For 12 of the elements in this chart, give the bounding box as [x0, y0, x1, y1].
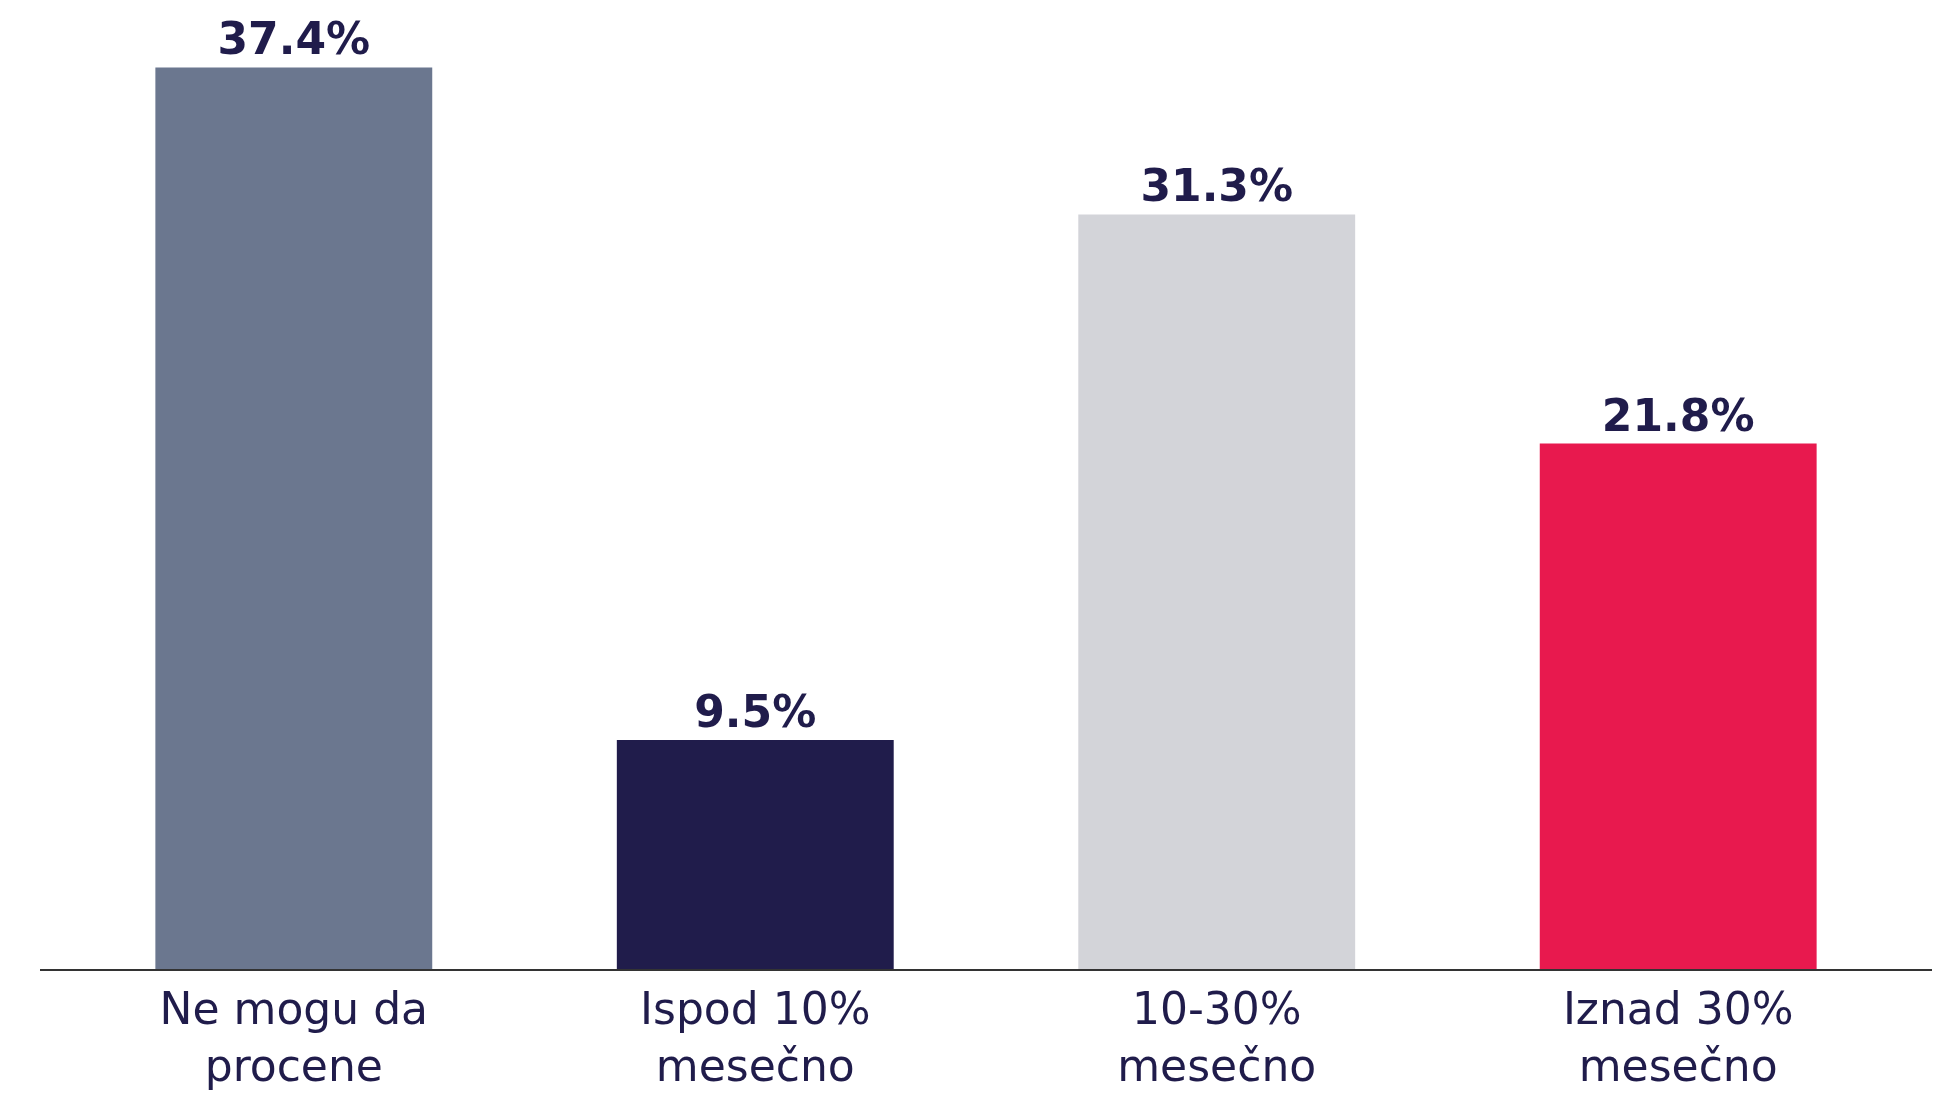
- data-label: 37.4%: [217, 13, 371, 65]
- bar: [1078, 214, 1356, 969]
- data-label: 31.3%: [1140, 160, 1294, 212]
- bar: [616, 740, 894, 969]
- data-label: 9.5%: [694, 686, 817, 737]
- x-tick-label: Ne mogu da procene: [159, 982, 429, 1091]
- data-label: 21.8%: [1601, 389, 1755, 441]
- x-tick-label: Ispod 10% mesečno: [640, 982, 871, 1091]
- x-tick-label: Iznad 30% mesečno: [1562, 982, 1794, 1091]
- x-tick-label: 10-30% mesečno: [1117, 982, 1317, 1091]
- bar: [1539, 443, 1817, 969]
- bar: [155, 67, 433, 969]
